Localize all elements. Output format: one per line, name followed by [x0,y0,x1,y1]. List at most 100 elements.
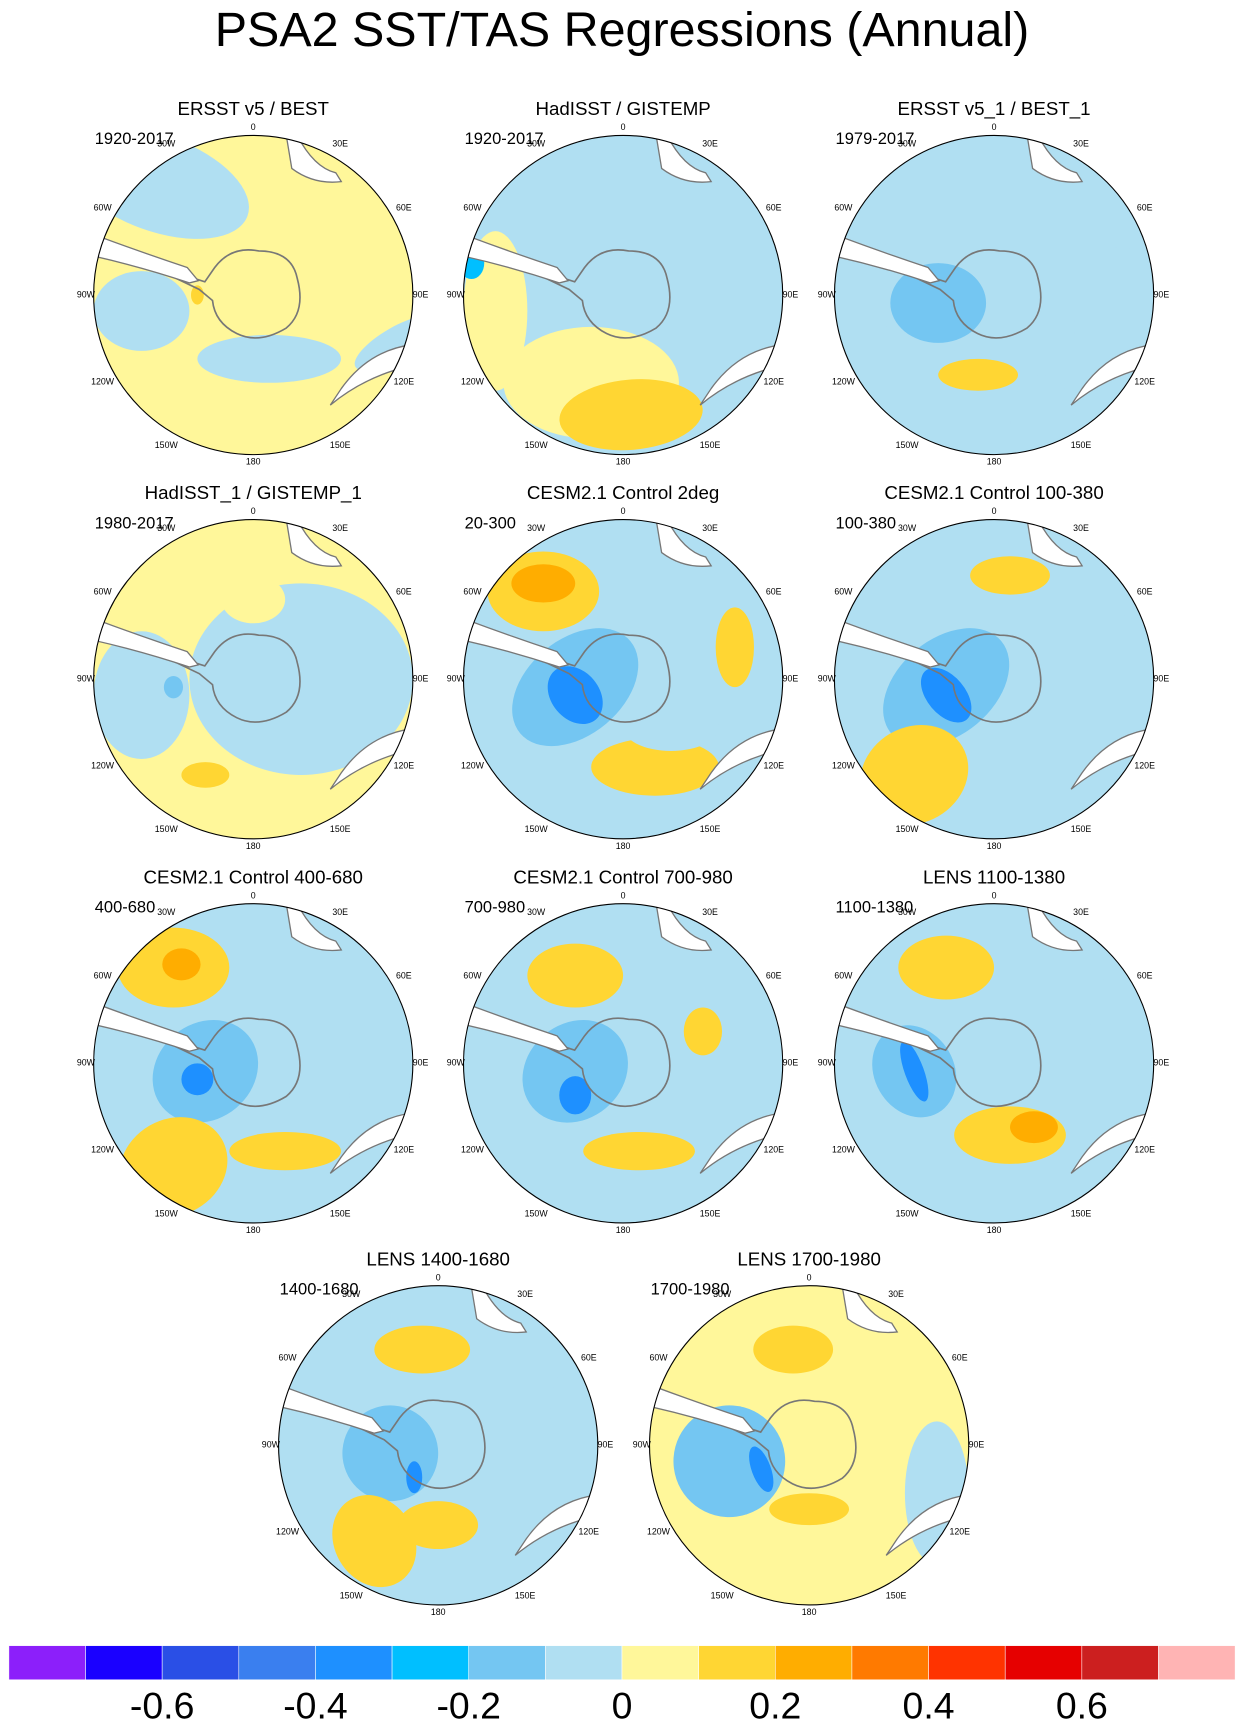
panel-title: HadISST_1 / GISTEMP_1 [145,482,362,504]
longitude-label: 90W [447,1058,466,1068]
panel-period: 20-300 [465,514,516,532]
colorbar-box [698,1645,776,1681]
longitude-label: 30W [342,1289,361,1299]
longitude-label: 150E [700,1208,721,1218]
longitude-label: 120E [763,376,784,386]
longitude-label: 150W [711,1590,735,1600]
longitude-label: 180 [616,841,631,851]
colorbar-box [161,1645,240,1681]
map-field [463,519,783,839]
longitude-label: 60E [952,1353,968,1363]
colorbar-tick-label: -0.6 [130,1684,194,1726]
longitude-label: 150E [700,440,721,450]
field-region [406,1461,423,1494]
longitude-label: 120W [832,376,856,386]
field-region [920,667,972,723]
africa [285,135,343,183]
africa [1026,135,1084,183]
map-border [93,903,414,1224]
colorbar-box [8,1645,86,1681]
longitude-label: 180 [987,841,1002,851]
map-border [833,134,1155,456]
field-region [181,762,230,788]
south-america [834,233,941,284]
longitude-label: 180 [616,1225,631,1235]
longitude-label: 90E [1154,674,1170,684]
south-america [93,618,200,668]
panel-title: LENS 1400-1680 [366,1248,510,1269]
longitude-label: 30E [332,907,348,917]
south-america [649,1384,756,1434]
australia [885,1494,969,1556]
longitude-label: 60E [581,1353,597,1363]
longitude-label: 30E [1073,139,1089,149]
longitude-label: 120E [579,1527,600,1537]
panel-title: LENS 1700-1980 [737,1248,881,1269]
australia [1070,1112,1154,1174]
colorbar-tick-label: -0.4 [283,1684,347,1726]
panel-period: 1979-2017 [836,130,915,148]
panel-period: 1980-2017 [95,514,174,532]
longitude-label: 90E [413,289,429,299]
longitude-label: 120W [461,760,485,770]
longitude-label: 120E [1134,760,1155,770]
longitude-label: 90E [413,1058,429,1068]
map-border [462,134,784,456]
panel-title: CESM2.1 Control 100-380 [884,482,1103,503]
longitude-label: 60E [1137,587,1153,597]
longitude-label: 180 [987,1225,1002,1235]
figure-title: PSA2 SST/TAS Regressions (Annual) [215,3,1030,57]
longitude-label: 30W [898,139,917,149]
longitude-label: 0 [621,506,626,516]
colorbar-box [545,1645,623,1681]
field-region [189,583,413,775]
longitude-label: 0 [251,506,256,516]
longitude-label: 120E [763,1145,784,1155]
longitude-label: 120E [394,1145,415,1155]
map-field [834,903,1154,1223]
south-america [834,618,941,668]
field-region [527,943,624,1008]
longitude-label: 90E [598,1440,614,1450]
field-region [904,1421,969,1566]
longitude-label: 180 [246,1225,261,1235]
south-america [278,1384,385,1434]
colorbar-tick-label: 0.4 [903,1684,955,1726]
field-region [549,1357,598,1470]
colorbar-tick-label: -0.2 [436,1684,500,1726]
map-panel: LENS 1100-1380 1100-1380 0 30E 60E 90E 120E 150… [818,866,1170,1235]
longitude-label: 30W [157,907,176,917]
longitude-label: 0 [992,890,997,900]
longitude-label: 90W [633,1440,652,1450]
field-region [1089,615,1154,744]
panel-period: 100-380 [836,514,897,532]
field-region [221,575,286,624]
colorbar-box [85,1645,163,1681]
longitude-label: 90E [1154,1058,1170,1068]
longitude-label: 60E [766,587,782,597]
africa [285,519,343,567]
longitude-label: 180 [431,1607,446,1617]
longitude-label: 120W [832,760,856,770]
longitude-label: 150W [525,1208,549,1218]
panel-period: 1700-1980 [651,1280,730,1298]
field-region [93,271,190,351]
colorbar-box [391,1645,469,1681]
field-region [332,1495,417,1588]
antarctica [910,1017,1042,1108]
longitude-label: 150E [330,1208,351,1218]
longitude-label: 150W [340,1590,364,1600]
longitude-label: 150E [515,1590,536,1600]
australia [329,1112,413,1174]
field-region [769,1493,850,1526]
longitude-label: 60W [94,971,113,981]
longitude-label: 90W [818,674,837,684]
longitude-label: 150W [155,1208,179,1218]
longitude-label: 30E [332,523,348,533]
field-region [181,1063,214,1096]
longitude-label: 90E [783,289,799,299]
longitude-label: 60W [94,202,113,212]
australia [1070,343,1154,406]
longitude-label: 30W [527,907,546,917]
